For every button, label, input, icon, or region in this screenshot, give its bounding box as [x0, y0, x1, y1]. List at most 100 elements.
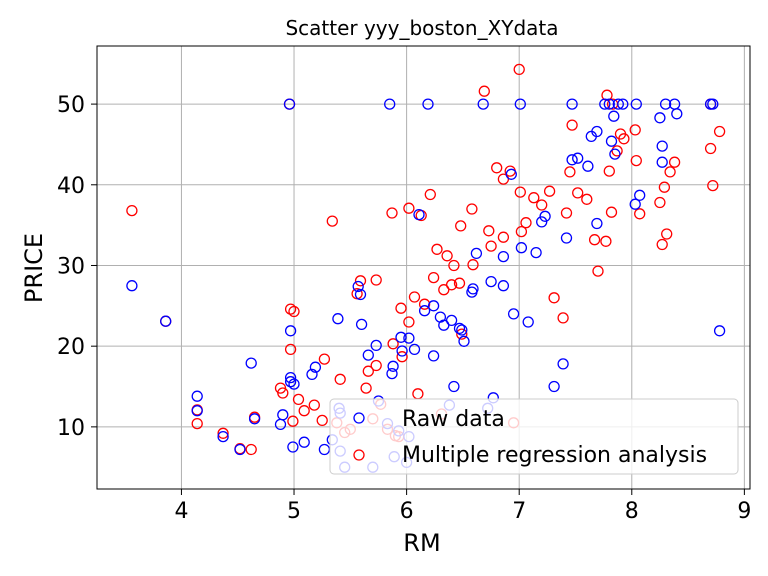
raw-data-point	[497, 280, 510, 292]
raw-data-point	[427, 300, 440, 312]
regression-point	[592, 265, 604, 277]
regression-point	[634, 208, 646, 220]
raw-data-point	[656, 156, 668, 168]
x-tick-label: 7	[512, 499, 526, 524]
raw-data-point	[284, 376, 297, 388]
regression-point	[564, 166, 576, 178]
legend-marker-regression	[353, 449, 365, 461]
raw-data-point	[539, 210, 551, 222]
raw-data-point	[456, 324, 468, 336]
raw-data-point	[306, 368, 318, 381]
raw-data-point	[515, 242, 528, 254]
regression-point	[370, 359, 382, 372]
regression-point	[403, 202, 415, 214]
regression-point	[287, 415, 299, 427]
raw-data-point	[245, 357, 257, 369]
raw-data-point	[332, 313, 344, 325]
regression-point	[427, 271, 440, 284]
raw-data-point	[283, 98, 296, 110]
regression-point	[456, 328, 468, 340]
regression-point	[424, 188, 436, 201]
raw-data-point	[591, 125, 603, 138]
raw-data-point	[370, 339, 382, 352]
raw-data-point	[438, 319, 450, 331]
raw-data-point	[418, 305, 431, 317]
regression-point	[362, 365, 374, 377]
regression-point	[630, 154, 642, 167]
raw-data-point	[536, 216, 548, 228]
raw-data-point	[448, 380, 460, 393]
regression-point	[515, 225, 528, 238]
raw-data-point	[591, 217, 603, 230]
regression-point	[483, 225, 495, 237]
raw-data-point	[234, 443, 246, 456]
regression-point	[284, 343, 297, 356]
regression-point	[536, 199, 548, 211]
regression-point	[513, 63, 525, 76]
x-axis-label: RM	[403, 529, 440, 557]
regression-point	[661, 228, 673, 240]
raw-data-point	[713, 325, 726, 337]
regression-point	[403, 316, 415, 328]
regression-point	[485, 240, 497, 252]
regression-point	[572, 187, 584, 199]
regression-point	[431, 243, 443, 255]
regression-point	[441, 250, 453, 262]
regression-point	[543, 185, 556, 197]
raw-data-point	[427, 350, 440, 362]
raw-data-point	[287, 441, 299, 453]
regression-point	[664, 166, 676, 178]
y-tick-label: 10	[57, 416, 85, 441]
raw-data-point	[191, 405, 203, 417]
regression-point	[548, 292, 560, 304]
raw-data-point	[352, 280, 364, 293]
raw-data-point	[671, 108, 683, 120]
raw-data-point	[354, 288, 367, 301]
raw-data-point	[514, 98, 526, 110]
raw-data-point	[403, 332, 415, 344]
regression-point	[497, 231, 510, 243]
raw-data-point	[582, 160, 594, 172]
regression-point	[408, 291, 421, 303]
raw-data-point	[288, 378, 300, 390]
raw-data-point	[617, 98, 629, 110]
raw-data-point	[530, 246, 542, 259]
raw-data-point	[309, 361, 322, 373]
legend: Raw data Multiple regression analysis	[329, 398, 739, 475]
regression-point	[387, 338, 399, 350]
regression-point	[453, 277, 466, 289]
regression-point	[611, 145, 623, 157]
regression-point	[467, 259, 479, 271]
grid	[97, 46, 750, 489]
raw-data-point	[566, 154, 578, 166]
raw-data-point	[191, 390, 203, 402]
regression-point	[418, 298, 431, 310]
raw-data-point	[384, 98, 396, 110]
regression-point	[288, 305, 300, 318]
raw-data-point	[656, 140, 668, 152]
raw-data-point	[126, 280, 138, 292]
raw-data-point	[654, 112, 666, 124]
regression-point	[491, 162, 503, 174]
raw-data-point	[599, 98, 611, 110]
regression-point	[566, 119, 578, 131]
regression-point	[581, 193, 593, 205]
regression-point	[386, 207, 398, 219]
raw-data-point	[408, 343, 421, 356]
regression-point	[245, 443, 257, 456]
raw-data-point	[557, 358, 569, 370]
regression-point	[370, 274, 382, 286]
raw-data-point	[522, 316, 534, 328]
raw-data-point	[355, 318, 368, 331]
x-tick-label: 5	[287, 499, 301, 524]
y-tick-label: 50	[57, 93, 85, 118]
raw-data-point	[386, 367, 398, 380]
regression-point	[360, 382, 372, 394]
raw-data-point	[629, 198, 641, 210]
raw-data-point	[274, 418, 287, 431]
raw-data-point	[507, 308, 520, 320]
regression-point	[514, 186, 526, 198]
raw-data-point	[277, 409, 289, 421]
raw-data-point	[362, 349, 374, 361]
regression-point	[560, 207, 573, 219]
